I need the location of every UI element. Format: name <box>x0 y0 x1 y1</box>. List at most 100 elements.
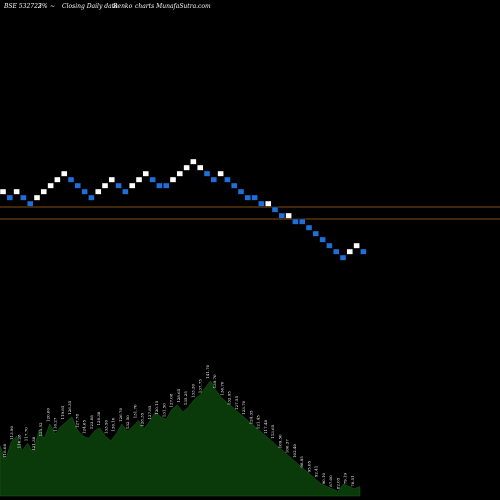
volume-label: 130.15 <box>154 400 159 414</box>
volume-label: 113.90 <box>9 426 14 440</box>
volume-label: 116.27 <box>53 417 58 431</box>
volume-label: 92.41 <box>314 466 319 477</box>
volume-labels: 118.08113.90116.28117.70121.38125.52120.… <box>2 364 355 489</box>
renko-brick-up <box>128 182 136 189</box>
chart-header: BSE 532722 3% ~ Closing Daily data Renko… <box>3 3 211 10</box>
volume-label: 123.70 <box>241 400 246 414</box>
volume-label: 132.50 <box>125 415 130 429</box>
volume-label: 95.05 <box>306 460 311 472</box>
renko-bricks <box>0 158 367 261</box>
renko-brick-up <box>54 176 61 183</box>
renko-brick-down <box>210 176 218 183</box>
volume-label: 126.70 <box>118 408 123 422</box>
volume-label: 133.30 <box>190 384 195 398</box>
volume-label: 123.08 <box>89 415 94 429</box>
volume-label: 79.19 <box>343 472 348 484</box>
renko-brick-up <box>285 212 292 219</box>
volume-label: 133.50 <box>103 420 108 434</box>
volume-label: 128.65 <box>176 388 181 402</box>
renko-brick-up <box>94 188 102 195</box>
header-pct: 3% <box>38 3 48 10</box>
volume-label: 117.48 <box>263 420 268 434</box>
volume-label: 136.70 <box>219 381 224 395</box>
volume-label: 126.35 <box>67 400 72 414</box>
volume-label: 120.60 <box>46 408 51 422</box>
renko-brick-up <box>108 176 116 183</box>
volume-label: 132.95 <box>227 391 232 405</box>
renko-brick-down <box>20 194 27 201</box>
volume-label: 106.37 <box>285 439 290 453</box>
renko-brick-down <box>333 248 340 255</box>
volume-label: 124.35 <box>248 410 253 424</box>
volume-label: 98.95 <box>299 456 304 468</box>
renko-brick-up <box>13 188 20 195</box>
volume-label: 90.10 <box>321 472 326 484</box>
renko-brick-down <box>305 224 313 231</box>
volume-label: 82.05 <box>335 477 340 489</box>
renko-brick-down <box>251 194 258 201</box>
renko-brick-down <box>149 176 156 183</box>
renko-brick-down <box>230 182 238 189</box>
volume-label: 116.28 <box>17 434 22 448</box>
volume-label: 128.38 <box>96 411 101 425</box>
renko-brick-down <box>122 188 129 195</box>
renko-brick-up <box>346 248 353 255</box>
volume-label: 127.55 <box>234 396 239 410</box>
volume-label: 76.51 <box>350 475 355 486</box>
renko-brick-down <box>224 176 231 183</box>
volume-label: 102.40 <box>292 444 297 458</box>
volume-label: 119.85 <box>60 405 65 419</box>
volume-label: 121.45 <box>256 415 261 429</box>
renko-brick-down <box>115 182 122 189</box>
volume-area <box>0 380 361 497</box>
volume-label: 127.85 <box>147 405 152 419</box>
renko-brick-down <box>292 218 299 225</box>
renko-brick-up <box>190 158 197 165</box>
renko-brick-down <box>312 230 319 237</box>
renko-brick-up <box>353 242 360 249</box>
volume-label: 121.38 <box>31 436 36 450</box>
renko-brick-up <box>169 176 177 183</box>
volume-label: 130.10 <box>111 417 116 431</box>
volume-label: 131.70 <box>132 404 137 418</box>
renko-brick-up <box>101 182 109 189</box>
renko-brick-down <box>203 170 211 177</box>
renko-brick-down <box>339 254 347 261</box>
renko-brick-up <box>0 188 7 195</box>
header-arrow: ~ <box>50 3 55 10</box>
volume-label: 139.70 <box>212 374 217 388</box>
renko-brick-up <box>142 170 150 177</box>
volume-label: 127.78 <box>74 414 79 428</box>
volume-label: 131.50 <box>161 403 166 417</box>
volume-label: 109.50 <box>277 434 282 448</box>
renko-brick-down <box>27 200 34 207</box>
volume-label: 117.70 <box>24 427 29 441</box>
renko-brick-down <box>299 218 306 225</box>
volume-label: 87.00 <box>328 475 333 487</box>
renko-brick-up <box>265 200 272 207</box>
volume-label: 125.52 <box>38 422 43 436</box>
renko-brick-down <box>237 188 245 195</box>
renko-brick-down <box>319 236 326 243</box>
renko-brick-down <box>162 182 170 189</box>
volume-label: 113.65 <box>270 424 275 438</box>
renko-brick-down <box>360 248 367 255</box>
renko-brick-up <box>61 170 68 177</box>
renko-brick-up <box>217 170 224 177</box>
renko-brick-down <box>258 200 265 207</box>
renko-brick-up <box>47 182 54 189</box>
volume-label: 141.70 <box>205 364 210 378</box>
header-symbol: BSE 532722 <box>3 3 42 10</box>
header-site: charts MunafaSutra.com <box>135 3 211 10</box>
volume-label: 127.08 <box>169 393 174 407</box>
renko-brick-down <box>271 206 279 213</box>
renko-brick-down <box>67 176 75 183</box>
renko-brick-down <box>74 182 82 189</box>
renko-brick-down <box>6 194 14 201</box>
renko-brick-down <box>326 242 333 249</box>
volume-label: 124.65 <box>82 420 87 434</box>
volume-label: 135.25 <box>183 391 188 405</box>
renko-brick-up <box>135 176 143 183</box>
